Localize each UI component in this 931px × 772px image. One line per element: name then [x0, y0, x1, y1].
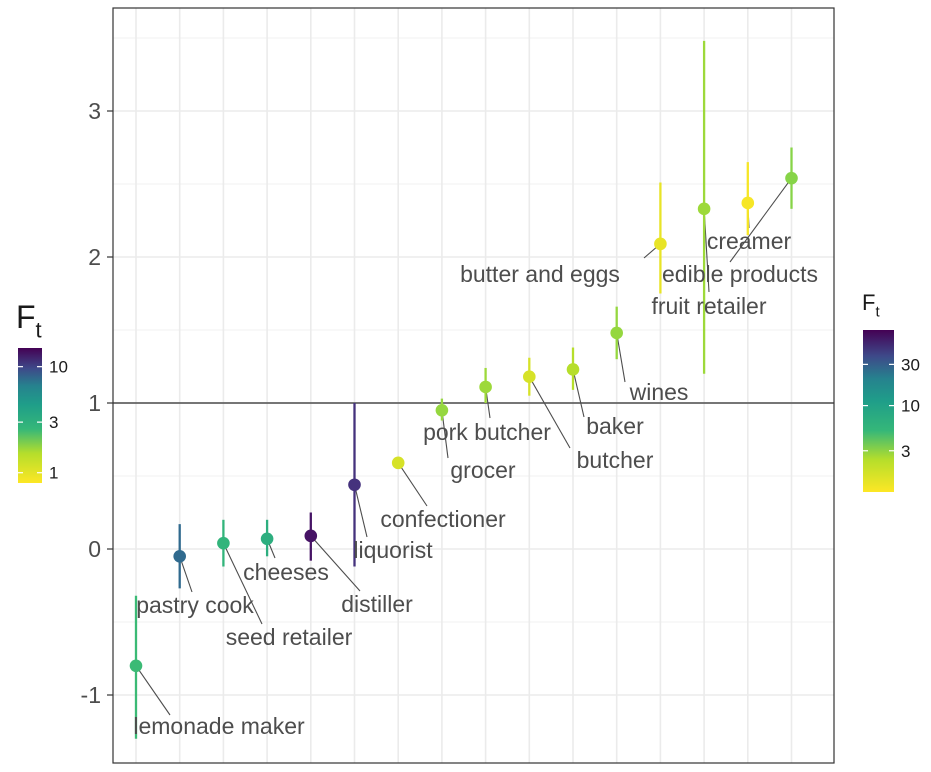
- label-connector: [616, 332, 626, 383]
- point-label: liquorist: [353, 537, 433, 563]
- point-label: butcher: [577, 447, 654, 473]
- legend-title-subscript: t: [875, 304, 880, 321]
- data-point: [610, 326, 623, 340]
- point-label: creamer: [707, 228, 792, 254]
- legend-tick-label: 3: [901, 442, 910, 461]
- label-connector: [353, 484, 368, 538]
- legend-colorbar: [863, 330, 894, 492]
- label-connector: [397, 462, 428, 507]
- legend-colorbar: [18, 348, 42, 483]
- point-label: lemonade maker: [133, 713, 305, 739]
- legend-tick-label: 1: [49, 464, 58, 483]
- data-point: [304, 529, 318, 543]
- data-point: [741, 196, 755, 210]
- data-point: [523, 370, 536, 384]
- label-connector: [310, 535, 361, 592]
- data-point: [785, 171, 798, 185]
- data-points: [129, 171, 798, 673]
- y-tick-label: 0: [88, 536, 101, 562]
- panel-border: [112, 7, 835, 764]
- legend-title: Ft: [862, 290, 880, 321]
- point-label: fruit retailer: [651, 293, 766, 319]
- point-label: pastry cook: [136, 592, 254, 618]
- data-point: [654, 237, 667, 251]
- legend-tick-label: 10: [49, 358, 68, 377]
- point-label: seed retailer: [226, 624, 353, 650]
- y-tick-label: 2: [88, 244, 101, 270]
- point-label: cheeses: [243, 559, 329, 585]
- color-legend-left: Ft 1 3 10: [16, 299, 68, 483]
- color-legend-right: Ft 3 10 30: [862, 290, 920, 492]
- y-tick-label: -1: [81, 682, 101, 708]
- data-point: [129, 659, 143, 673]
- grid: [113, 8, 834, 763]
- legend-title: Ft: [16, 299, 42, 343]
- data-point: [348, 478, 361, 492]
- y-tick-label: 1: [88, 390, 101, 416]
- label-connector: [528, 376, 571, 449]
- point-label: wines: [629, 379, 689, 405]
- label-connector: [135, 665, 171, 716]
- point-label: distiller: [341, 591, 413, 617]
- data-point: [217, 536, 230, 550]
- data-point: [435, 404, 449, 417]
- y-tick-label: 3: [88, 98, 101, 124]
- point-labels: lemonade maker pastry cook seed retailer ch…: [133, 228, 818, 739]
- y-axis-ticks: -1 0 1 2 3: [81, 98, 113, 708]
- data-point: [260, 532, 274, 546]
- label-connector: [222, 542, 263, 625]
- data-point: [566, 363, 580, 376]
- point-label: pork butcher: [423, 419, 551, 445]
- legend-tick-label: 10: [901, 397, 920, 416]
- point-label: edible products: [662, 261, 818, 287]
- point-label: confectioner: [380, 506, 506, 532]
- point-label: grocer: [450, 457, 516, 483]
- data-point: [391, 456, 405, 470]
- legend-title-subscript: t: [36, 318, 42, 343]
- data-point: [479, 380, 492, 394]
- data-point: [173, 550, 186, 563]
- panel-background: [113, 8, 834, 763]
- label-connector: [572, 369, 585, 418]
- legend-tick-label: 3: [49, 413, 58, 432]
- point-label: baker: [586, 413, 644, 439]
- label-connector: [729, 177, 792, 263]
- point-label: butter and eggs: [460, 261, 620, 287]
- data-point: [697, 202, 711, 216]
- legend-tick-label: 30: [901, 355, 920, 374]
